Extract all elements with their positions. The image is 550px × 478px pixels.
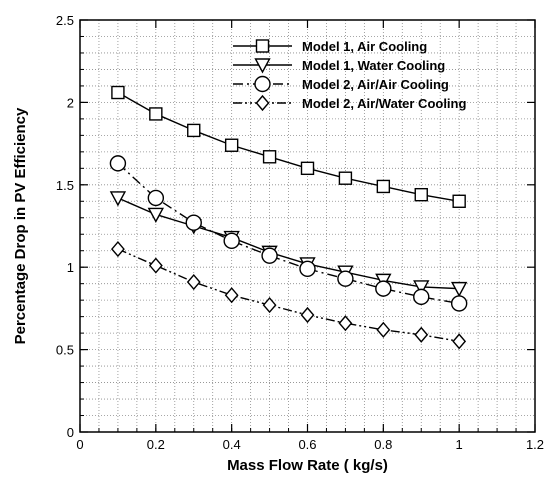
x-tick-label: 0.8: [374, 437, 392, 452]
x-tick-label: 0.2: [147, 437, 165, 452]
series-4-point: [186, 273, 201, 291]
x-tick-label: 0.6: [298, 437, 316, 452]
series-2-point: [413, 280, 430, 296]
series-2-point: [109, 191, 127, 207]
series-3-point: [261, 247, 278, 264]
series-1-point: [338, 171, 353, 185]
legend-label-1: Model 1, Air Cooling: [302, 39, 427, 54]
series-1-point: [414, 187, 428, 202]
series-1-point: [224, 138, 239, 152]
series-1-line: [117, 91, 460, 202]
series-3-point: [185, 214, 202, 231]
series-2-line: [117, 197, 460, 290]
series-group: [109, 85, 468, 350]
x-tick-label: 1.2: [526, 437, 544, 452]
legend-label-2: Model 1, Water Cooling: [302, 58, 445, 73]
series-3-point: [337, 270, 354, 287]
y-tick-label: 1.5: [56, 178, 74, 193]
legend-marker-1: [255, 39, 270, 53]
series-2-point: [147, 207, 165, 223]
legend-marker-3: [254, 75, 271, 93]
legend-marker-2: [254, 58, 271, 74]
series-4-point: [452, 333, 467, 350]
series-4-point: [338, 315, 353, 332]
series-1-point: [111, 85, 125, 100]
series-4-point: [414, 326, 429, 343]
series-2: [109, 191, 468, 298]
series-3-point: [299, 260, 316, 278]
series-3-point: [450, 295, 468, 312]
series-1-point: [149, 107, 163, 121]
y-tick-label: 2: [67, 95, 74, 110]
series-2-point: [450, 281, 468, 298]
axes: 0 0.2 0.4 0.6 0.8 1 1.2 0 0.5 1 1.5 2 2.5: [56, 13, 544, 452]
series-3-point: [147, 189, 165, 207]
y-axis-title: Percentage Drop in PV Efficiency: [12, 107, 29, 344]
y-tick-label: 1: [67, 260, 74, 275]
series-3: [109, 155, 468, 312]
series-1-point: [376, 179, 391, 194]
legend-label-4: Model 2, Air/Water Cooling: [302, 96, 466, 111]
x-tick-label: 0: [76, 437, 83, 452]
y-tick-label: 0.5: [56, 343, 74, 358]
legend-marker-4: [255, 94, 270, 112]
series-3-point: [109, 155, 127, 172]
series-4-line: [117, 248, 460, 343]
series-4-point: [224, 287, 239, 304]
series-3-point: [413, 288, 430, 306]
series-1-point: [187, 123, 201, 138]
y-tick-label: 0: [67, 425, 74, 440]
x-tick-label: 0.4: [223, 437, 241, 452]
series-4-point: [110, 240, 125, 258]
series-3-point: [223, 232, 240, 250]
series-4-point: [376, 321, 391, 338]
series-4-point: [148, 257, 163, 274]
series-1: [111, 85, 466, 208]
series-4-point: [300, 306, 315, 324]
legend-label-3: Model 2, Air/Air Cooling: [302, 77, 449, 92]
series-4: [110, 240, 467, 350]
series-1-point: [262, 150, 277, 164]
series-1-point: [300, 161, 315, 176]
x-tick-label: 1: [456, 437, 463, 452]
series-1-point: [452, 194, 466, 208]
series-3-point: [375, 280, 392, 297]
legend: Model 1, Air Cooling Model 1, Water Cooli…: [233, 39, 466, 112]
series-4-point: [262, 297, 277, 314]
x-axis-title: Mass Flow Rate ( kg/s): [227, 457, 388, 474]
y-tick-label: 2.5: [56, 13, 74, 28]
